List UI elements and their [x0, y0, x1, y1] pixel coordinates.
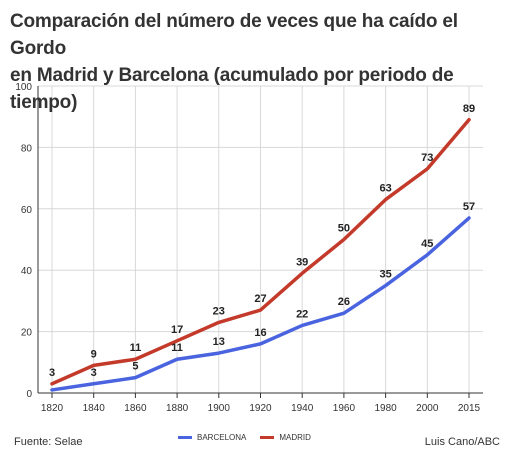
x-tick-label: 1960 [333, 403, 356, 414]
series-line-barcelona [50, 216, 471, 392]
legend-swatch-madrid [260, 436, 275, 439]
data-label-madrid: 50 [338, 223, 350, 235]
data-label-barcelona: 16 [254, 327, 266, 339]
data-label-madrid: 63 [379, 183, 391, 195]
data-label-barcelona: 5 [132, 361, 138, 373]
x-tick-label: 1940 [291, 403, 314, 414]
data-label-madrid: 27 [254, 293, 266, 305]
y-tick-label: 60 [21, 205, 33, 216]
legend-label-madrid: MADRID [279, 433, 311, 442]
data-label-barcelona: 3 [91, 367, 97, 379]
legend-item-barcelona: BARCELONA [178, 433, 246, 442]
data-label-barcelona: 35 [379, 269, 391, 281]
x-tick-label: 2000 [416, 403, 439, 414]
chart-title: Comparación del número de veces que ha c… [10, 8, 502, 116]
data-label-barcelona: 57 [463, 201, 475, 213]
data-label-barcelona: 26 [338, 296, 350, 308]
legend-swatch-barcelona [178, 436, 192, 439]
data-label-barcelona: 22 [296, 308, 308, 320]
data-label-madrid: 39 [296, 256, 308, 268]
x-tick-label: 2015 [458, 403, 481, 414]
x-tick-label: 1820 [41, 403, 64, 414]
data-label-barcelona: 11 [171, 342, 183, 354]
data-label-madrid: 89 [463, 103, 475, 115]
y-tick-label: 100 [15, 82, 32, 93]
y-tick-label: 80 [21, 143, 33, 154]
x-tick-label: 1900 [208, 403, 231, 414]
data-label-madrid: 11 [130, 342, 142, 354]
legend-item-madrid: MADRID [260, 433, 311, 442]
data-label-madrid: 23 [213, 305, 225, 317]
y-tick-label: 0 [26, 389, 32, 400]
chart-title-line2: en Madrid y Barcelona (acumulado por per… [10, 65, 454, 113]
chart-title-line1: Comparación del número de veces que ha c… [10, 11, 458, 59]
x-tick-label: 1980 [374, 403, 397, 414]
data-label-madrid: 73 [421, 152, 433, 164]
credit-note: Luis Cano/ABC [424, 436, 500, 448]
data-label-madrid: 3 [49, 367, 55, 379]
data-label-barcelona: 13 [213, 336, 225, 348]
data-label-madrid: 17 [171, 324, 183, 336]
x-tick-label: 1840 [83, 403, 106, 414]
series-line-madrid [50, 118, 471, 386]
x-tick-label: 1920 [249, 403, 272, 414]
legend: BARCELONA MADRID [178, 433, 311, 442]
legend-label-barcelona: BARCELONA [197, 433, 247, 442]
y-tick-label: 20 [21, 328, 33, 339]
x-tick-label: 1880 [166, 403, 189, 414]
data-label-madrid: 9 [91, 348, 97, 360]
y-tick-label: 40 [21, 266, 33, 277]
source-note: Fuente: Selae [14, 436, 83, 448]
x-tick-label: 1860 [124, 403, 147, 414]
data-label-barcelona: 45 [421, 238, 433, 250]
